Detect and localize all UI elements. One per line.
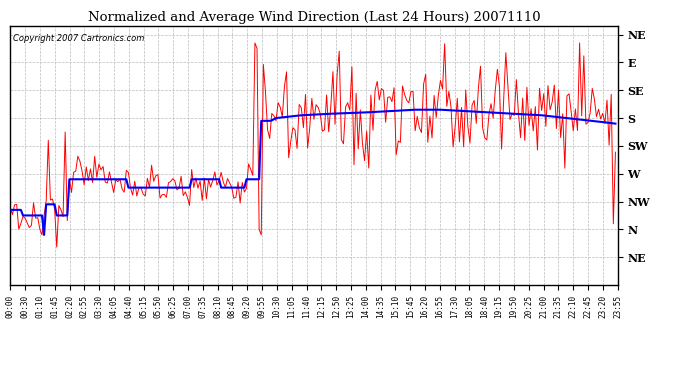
Text: Copyright 2007 Cartronics.com: Copyright 2007 Cartronics.com [13, 34, 145, 43]
Title: Normalized and Average Wind Direction (Last 24 Hours) 20071110: Normalized and Average Wind Direction (L… [88, 11, 540, 24]
